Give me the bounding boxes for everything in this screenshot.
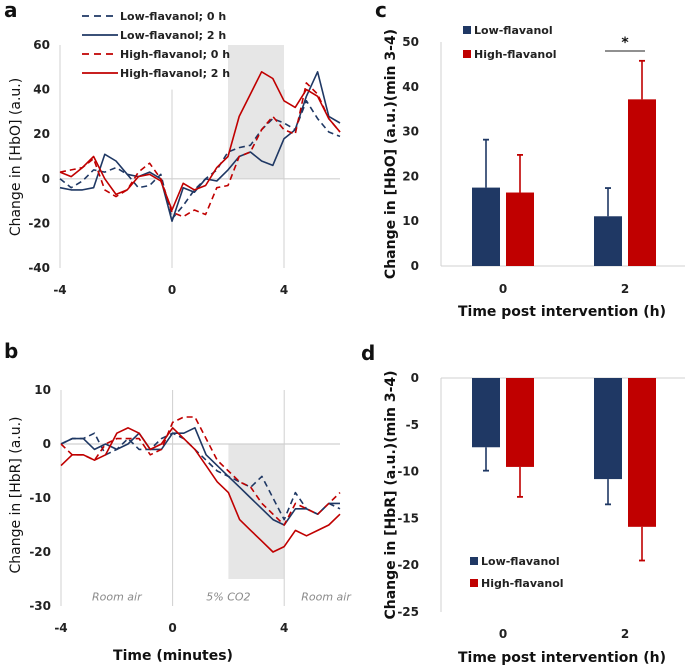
bar-high-flavanol-0h [506,192,534,266]
y-tick-label: 10 [34,383,51,397]
x-tick-label: 0 [499,627,507,641]
series-line-low-flavanol-2-h [59,71,341,222]
y-tick-label: -15 [397,511,419,525]
y-tick-label: 30 [402,125,419,139]
bar-high-flavanol-2h [628,378,656,527]
legend-entry: Low-flavanol [481,555,560,568]
y-tick-label: 40 [33,83,50,97]
y-tick-label: 20 [402,169,419,183]
x-tick-label: 4 [280,283,288,297]
legend-entry: Low-flavanol [474,24,553,37]
x-axis-label: Time (minutes) [113,648,233,664]
line-chart-hbr: 10 0 -10 -20 -30-4 0 4 Change in [HbR] (a.u.) Ti… [8,383,352,664]
y-tick-label: -5 [406,418,419,432]
y-axis-label: Change in [HbO] (a.u.)(min 3-4) [383,29,399,279]
legend-entry: High-flavanol [481,577,564,590]
panel-label-c: c [375,0,387,22]
x-axis-label: Time post intervention (h) [458,304,666,320]
bar-high-flavanol-0h [506,378,534,467]
bar-high-flavanol-2h [628,99,656,267]
y-tick-label: 0 [411,371,419,385]
legend-entry: High-flavanol; 2 h [120,67,230,80]
x-tick-label: 2 [621,282,629,296]
series-line-high-flavanol-2-h [60,426,341,553]
annotation-label: Room air [92,591,143,604]
legend-swatch [463,26,471,34]
series-line-high-flavanol-0-h [59,82,341,218]
panel-label-b: b [4,339,18,363]
y-tick-label: 40 [402,80,419,94]
panel-label-a: a [4,0,18,22]
legend-entry: High-flavanol; 0 h [120,48,230,61]
y-tick-label: -25 [397,605,419,619]
x-tick-label: 0 [168,621,176,635]
y-tick-label: -10 [29,491,51,505]
y-axis-label: Change in [HbR] (a.u.) [8,416,24,573]
legend-entry: Low-flavanol; 2 h [120,29,226,42]
bar-low-flavanol-2h [594,378,622,480]
y-tick-label: -10 [397,465,419,479]
y-tick-label: -40 [28,261,50,275]
annotation-label: Room air [301,591,352,604]
y-tick-label: -20 [397,558,419,572]
y-axis-label: Change in [HbR] (a.u.)(min 3-4) [383,370,399,619]
bar-chart-hbo: 50 40 30 20 10 0 0 2 Change in [HbO] (a.u.)(min … [383,24,685,320]
x-tick-label: 0 [499,282,507,296]
x-tick-label: -4 [53,283,66,297]
x-tick-label: 0 [168,283,176,297]
annotation-label: 5% CO2 [206,591,250,604]
y-tick-label: 10 [402,214,419,228]
y-tick-label: -30 [29,599,51,613]
y-tick-label: 20 [33,127,50,141]
bar-low-flavanol-0h [472,187,500,266]
significance-marker: * [621,35,629,51]
y-tick-label: -20 [28,216,50,230]
series-line-high-flavanol-0-h [60,416,341,526]
y-tick-label: 0 [411,259,419,273]
legend-swatch [470,579,478,587]
x-tick-label: -4 [54,621,67,635]
x-axis-label: Time post intervention (h) [458,650,666,666]
bar-low-flavanol-0h [472,378,500,448]
legend-swatch [470,557,478,565]
y-tick-label: 60 [33,38,50,52]
x-tick-label: 2 [621,627,629,641]
bar-chart-hbr: 0 -5 -10 -15 -20 -25 0 2 Change in [HbR] (a.u.)(… [383,370,685,666]
shaded-region [228,444,285,579]
y-tick-label: 0 [43,437,51,451]
y-axis-label: Change in [HbO] (a.u.) [8,78,24,236]
series-line-low-flavanol-2-h [60,426,340,526]
series-line-high-flavanol-2-h [59,71,341,211]
bar-low-flavanol-2h [594,216,622,266]
series-line-low-flavanol-0-h [60,432,341,521]
x-tick-label: 4 [280,621,288,635]
y-tick-label: -20 [29,545,51,559]
y-tick-label: 50 [402,35,419,49]
legend-swatch [463,50,471,58]
panel-label-d: d [361,341,375,365]
y-tick-label: 0 [42,172,50,186]
legend-entry: Low-flavanol; 0 h [120,10,226,23]
legend-entry: High-flavanol [474,48,557,61]
